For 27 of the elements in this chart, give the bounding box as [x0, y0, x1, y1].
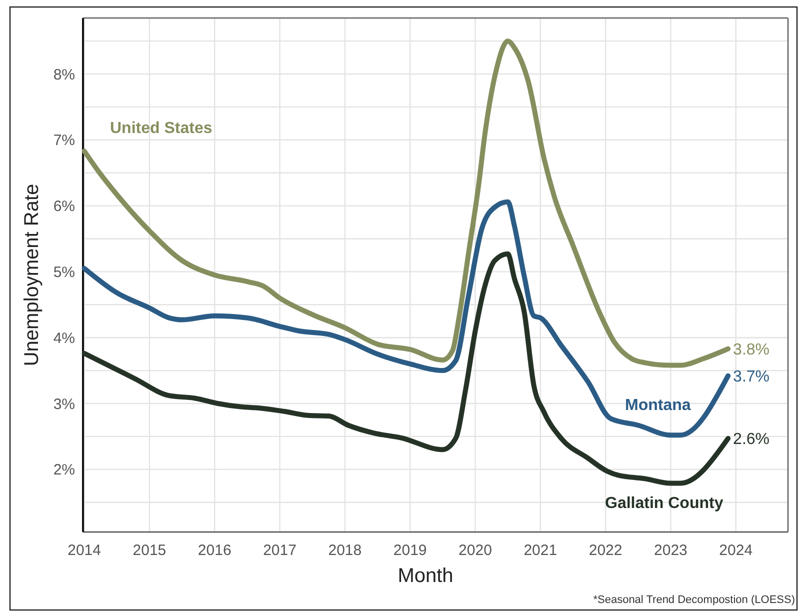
- y-tick-label: 5%: [53, 264, 75, 281]
- y-axis-title: Unemployment Rate: [21, 184, 43, 366]
- y-tick-label: 3%: [53, 396, 75, 413]
- x-tick-label: 2014: [68, 542, 101, 559]
- y-tick-label: 7%: [53, 132, 75, 150]
- annotation: 2.6%: [733, 431, 770, 448]
- text: *Seasonal Trend Decompostion (LOESS): [593, 594, 795, 606]
- y-tick-label: 8%: [53, 66, 75, 84]
- x-tick-label: 2015: [132, 542, 166, 559]
- x-axis-title: Month: [398, 565, 454, 587]
- x-tick-label: 2024: [719, 542, 753, 559]
- x-tick-label: 2018: [328, 542, 362, 559]
- series-label: Gallatin County: [605, 495, 724, 512]
- y-tick-label: 6%: [53, 198, 75, 216]
- x-tick-label: 2022: [588, 542, 622, 559]
- x-tick-label: 2020: [458, 542, 492, 559]
- x-tick-label: 2017: [263, 542, 296, 559]
- x-tick-label: 2019: [393, 542, 427, 559]
- x-tick-label: 2016: [198, 542, 232, 559]
- y-tick-label: 4%: [53, 330, 75, 347]
- annotation: 3.8%: [733, 341, 770, 358]
- series-label: United States: [110, 120, 212, 137]
- y-tick-label: 2%: [53, 462, 75, 479]
- x-tick-label: 2021: [524, 542, 558, 559]
- x-tick-label: 2023: [654, 542, 688, 559]
- series-label: Montana: [625, 397, 691, 414]
- annotation: 3.7%: [733, 368, 770, 386]
